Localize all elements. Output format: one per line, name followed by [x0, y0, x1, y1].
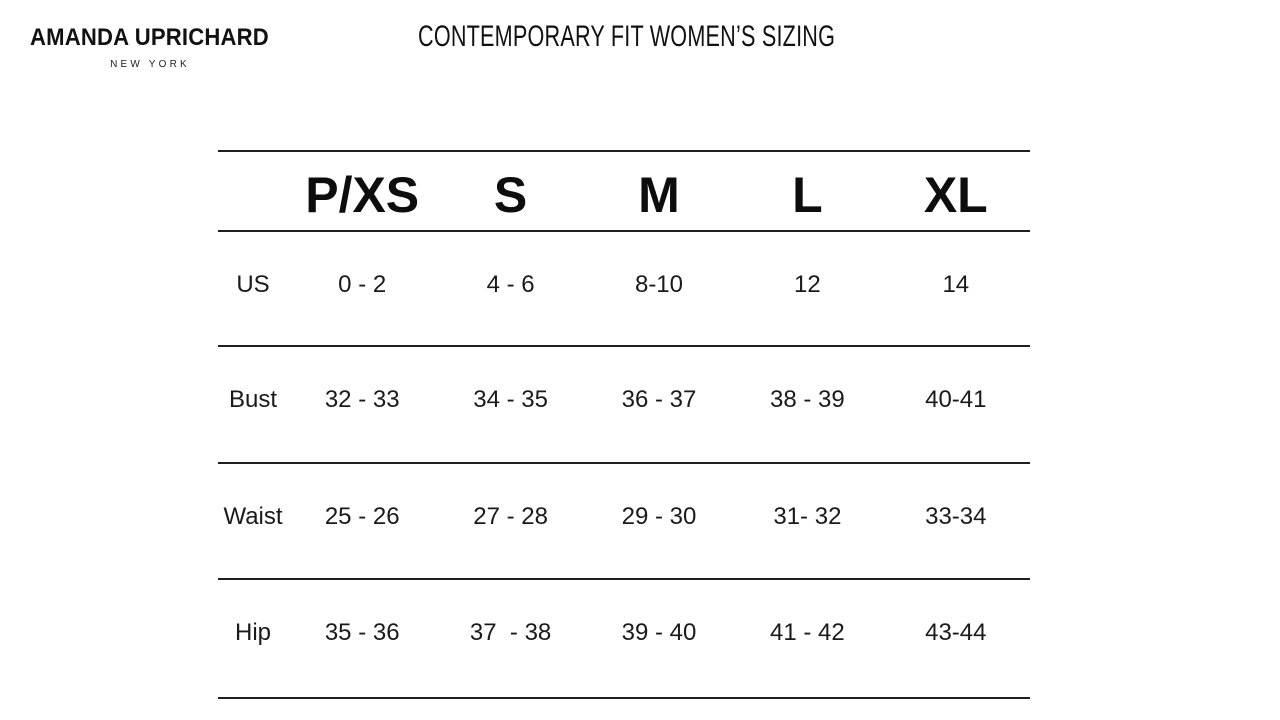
size-value-cell: 0 - 2	[338, 271, 387, 298]
size-value-cell: 40-41	[925, 386, 987, 413]
size-value-cell: 37 - 38	[469, 619, 552, 646]
measurement-row-waist: Waist 25 - 26 27 - 28 29 - 30 31- 32 33-…	[218, 464, 1030, 580]
row-label-hip: Hip	[234, 619, 271, 646]
measurement-row-us: US 0 - 2 4 - 6 8-10 12 14	[218, 232, 1030, 347]
brand-logo: AMANDA UPRICHARD NEW YORK	[30, 26, 270, 70]
row-label-bust: Bust	[228, 386, 278, 413]
brand-name: AMANDA UPRICHARD	[30, 24, 269, 51]
size-column-header-l: L	[792, 167, 823, 223]
size-value-cell: 25 - 26	[324, 503, 400, 530]
size-value-cell: 41 - 42	[770, 619, 845, 646]
size-column-header-s: S	[493, 167, 528, 223]
header-spacer	[218, 152, 288, 230]
size-value-cell: 8-10	[634, 271, 684, 298]
size-value-cell: 27 - 28	[473, 503, 548, 530]
size-column-header-pxs: P/XS	[305, 167, 420, 223]
size-column-header-xl: XL	[923, 167, 988, 223]
size-value-cell: 43-44	[925, 619, 987, 646]
size-header-row: P/XS S M L XL	[218, 152, 1030, 232]
size-value-cell: 14	[942, 271, 970, 298]
size-value-cell: 29 - 30	[621, 503, 697, 530]
size-value-cell: 35 - 36	[324, 619, 400, 646]
size-chart-table: P/XS S M L XL US 0 - 2 4 - 6 8-10 12 14 …	[218, 150, 1030, 699]
size-value-cell: 36 - 37	[621, 386, 697, 413]
brand-subtitle: NEW YORK	[110, 59, 190, 70]
measurement-row-hip: Hip 35 - 36 37 - 38 39 - 40 41 - 42 43-4…	[218, 580, 1030, 699]
size-value-cell: 39 - 40	[621, 619, 697, 646]
measurement-row-bust: Bust 32 - 33 34 - 35 36 - 37 38 - 39 40-…	[218, 347, 1030, 464]
size-value-cell: 4 - 6	[486, 271, 535, 298]
row-label-us: US	[236, 271, 270, 298]
page-title: CONTEMPORARY FIT WOMEN’S SIZING	[418, 20, 836, 53]
row-label-waist: Waist	[223, 503, 283, 530]
size-value-cell: 33-34	[925, 503, 987, 530]
size-value-cell: 34 - 35	[473, 386, 548, 413]
size-column-header-m: M	[638, 167, 680, 223]
size-value-cell: 12	[794, 271, 821, 298]
size-value-cell: 38 - 39	[770, 386, 845, 413]
size-value-cell: 32 - 33	[324, 386, 400, 413]
size-value-cell: 31- 32	[773, 503, 842, 530]
